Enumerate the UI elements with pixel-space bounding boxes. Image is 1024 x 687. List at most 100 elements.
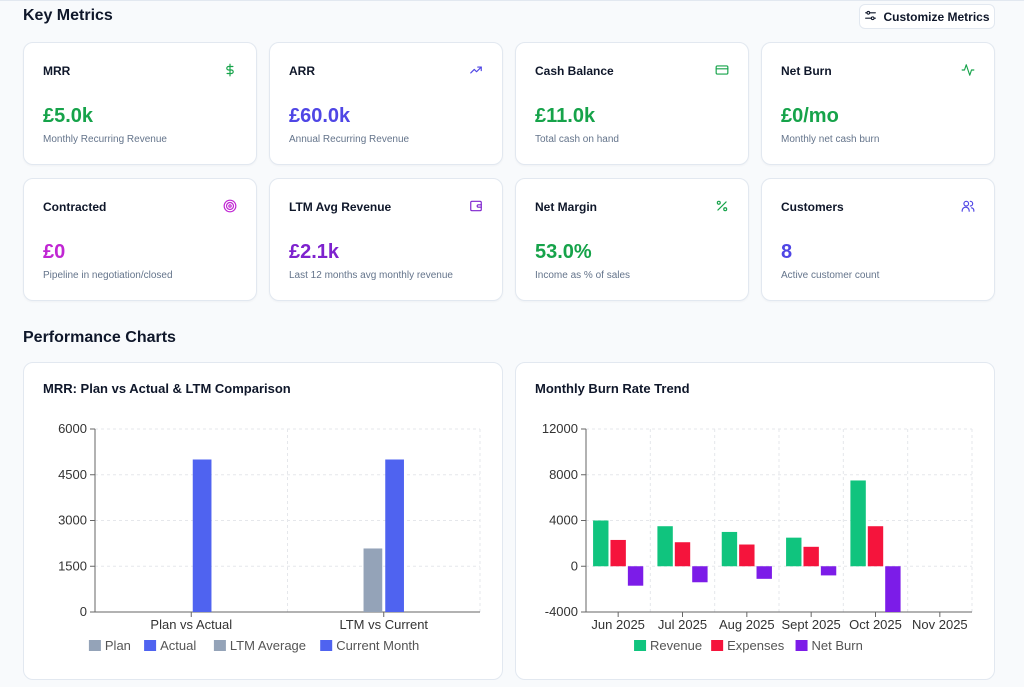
- legend-label: Plan: [105, 638, 131, 653]
- metric-card-mrr: MRR £5.0k Monthly Recurring Revenue: [23, 42, 257, 165]
- wallet-icon: [469, 199, 483, 213]
- metric-value: £5.0k: [43, 105, 94, 127]
- metric-label: Contracted: [43, 200, 107, 214]
- mrr-chart-card: 0 1500 3000 4500 6000 Plan vs Actual LTM vs Cu…: [23, 362, 503, 680]
- metric-subtitle: Last 12 months avg monthly revenue: [289, 270, 453, 281]
- x-tick-label: Aug 2025: [719, 617, 775, 632]
- y-tick-label: -4000: [545, 604, 578, 619]
- metric-label: MRR: [43, 64, 71, 78]
- metric-label: ARR: [289, 64, 315, 78]
- legend-label: Actual: [160, 638, 196, 653]
- x-tick-label: Plan vs Actual: [150, 617, 232, 632]
- x-tick-label: Oct 2025: [849, 617, 902, 632]
- legend-label: Current Month: [336, 638, 419, 653]
- bar-net-burn: [692, 566, 708, 583]
- x-tick-label: Sept 2025: [782, 617, 841, 632]
- bar-revenue: [657, 526, 673, 567]
- activity-icon: [961, 63, 975, 77]
- metric-card-arr: ARR £60.0k Annual Recurring Revenue: [269, 42, 503, 165]
- target-icon: [223, 199, 237, 213]
- sliders-icon: [864, 9, 877, 25]
- metric-card-net-margin: Net Margin 53.0% Income as % of sales: [515, 178, 749, 301]
- y-tick-label: 1500: [58, 558, 87, 573]
- burn-chart-card: -4000 0 4000 8000 12000 Jun 2025 Jul 2025 Aug 2…: [515, 362, 995, 680]
- legend-swatch: [88, 640, 101, 651]
- metric-value: £0/mo: [781, 105, 839, 127]
- bar-expenses: [610, 539, 626, 567]
- dollar-icon: [223, 63, 237, 77]
- metric-subtitle: Monthly net cash burn: [781, 134, 880, 145]
- legend-swatch: [144, 640, 157, 651]
- bar-net-burn: [820, 566, 837, 576]
- metric-subtitle: Monthly Recurring Revenue: [43, 134, 167, 145]
- metric-value: £0: [43, 241, 66, 263]
- y-tick-label: 4000: [549, 513, 578, 528]
- burn-chart-title: Monthly Burn Rate Trend: [535, 381, 690, 396]
- users-icon: [961, 199, 975, 213]
- x-tick-label: Jun 2025: [591, 617, 645, 632]
- metric-value: 53.0%: [535, 241, 592, 263]
- legend-label: Revenue: [650, 638, 702, 653]
- metric-subtitle: Pipeline in negotiation/closed: [43, 270, 173, 281]
- metric-subtitle: Income as % of sales: [535, 270, 631, 281]
- metric-card-ltm-avg-revenue: LTM Avg Revenue £2.1k Last 12 months avg m…: [269, 178, 503, 301]
- bar-net-burn: [885, 566, 901, 612]
- bar-net-burn: [627, 566, 644, 586]
- bar-revenue: [786, 537, 802, 567]
- x-tick-label: LTM vs Current: [339, 617, 428, 632]
- metric-value: 8: [781, 241, 793, 263]
- x-tick-label: Jul 2025: [658, 617, 707, 632]
- y-tick-label: 3000: [58, 513, 87, 528]
- metric-card-cash-balance: Cash Balance £11.0k Total cash on hand: [515, 42, 749, 165]
- y-tick-label: 8000: [549, 467, 578, 482]
- bar-expenses: [803, 546, 819, 567]
- metric-card-contracted: Contracted £0 Pipeline in negotiation/clos…: [23, 178, 257, 301]
- x-tick-label: Nov 2025: [912, 617, 968, 632]
- y-tick-label: 0: [80, 604, 87, 619]
- metric-subtitle: Annual Recurring Revenue: [289, 134, 410, 145]
- metric-label: Net Burn: [781, 64, 832, 78]
- legend-label: Expenses: [727, 638, 785, 653]
- y-tick-label: 4500: [58, 467, 87, 482]
- customize-metrics-label: Customize Metrics: [883, 9, 990, 24]
- metric-value: £60.0k: [289, 105, 351, 127]
- legend-label: LTM Average: [230, 638, 306, 653]
- legend-swatch: [320, 640, 333, 651]
- y-tick-label: 6000: [58, 421, 87, 436]
- legend-swatch: [213, 640, 226, 651]
- bar-expenses: [739, 544, 755, 567]
- performance-charts-title: Performance Charts: [23, 329, 176, 346]
- metric-label: Net Margin: [535, 200, 598, 214]
- bar-revenue: [721, 531, 738, 567]
- metric-card-net-burn: Net Burn £0/mo Monthly net cash burn: [761, 42, 995, 165]
- metric-card-customers: Customers 8 Active customer count: [761, 178, 995, 301]
- bar-ltm-average: [363, 548, 383, 612]
- customize-metrics-button[interactable]: Customize Metrics: [859, 4, 995, 29]
- metric-label: Cash Balance: [535, 64, 614, 78]
- metric-value: £2.1k: [289, 241, 340, 263]
- bar-expenses: [674, 542, 691, 567]
- top-border: [0, 0, 1024, 1]
- mrr-chart-title: MRR: Plan vs Actual & LTM Comparison: [43, 381, 291, 396]
- key-metrics-title: Key Metrics: [23, 7, 113, 24]
- metric-value: £11.0k: [535, 105, 596, 127]
- credit-card-icon: [715, 63, 729, 77]
- y-tick-label: 0: [571, 558, 578, 573]
- y-tick-label: 12000: [542, 421, 578, 436]
- legend-label: Net Burn: [812, 638, 863, 653]
- metric-label: LTM Avg Revenue: [289, 200, 392, 214]
- bar-expenses: [867, 526, 884, 567]
- bar-revenue: [593, 520, 609, 567]
- trending-up-icon: [469, 63, 483, 77]
- metric-subtitle: Total cash on hand: [535, 134, 619, 145]
- percent-icon: [715, 199, 729, 213]
- legend-swatch: [711, 640, 724, 651]
- burn-chart: -4000 0 4000 8000 12000 Jun 2025 Jul 2025 Aug 2…: [542, 421, 973, 653]
- metric-label: Customers: [781, 200, 844, 214]
- bar-revenue: [850, 480, 866, 567]
- bar-actual: [192, 459, 212, 612]
- metric-subtitle: Active customer count: [781, 270, 880, 281]
- bar-current-month: [385, 459, 404, 612]
- bar-net-burn: [756, 566, 772, 579]
- legend-swatch: [634, 640, 647, 651]
